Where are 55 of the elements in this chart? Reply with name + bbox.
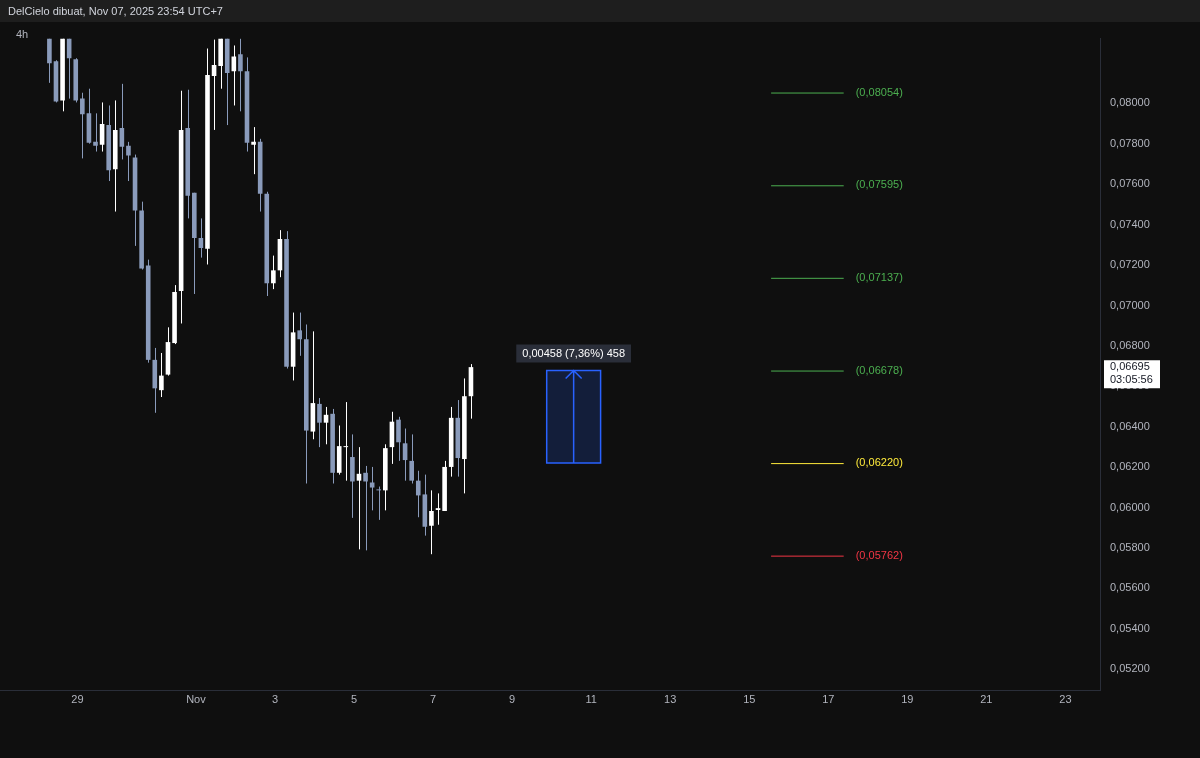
y-tick-label: 0,05800: [1110, 540, 1150, 553]
candlestick: [159, 352, 164, 398]
ref-line-label: (0,06220): [855, 456, 903, 469]
x-tick-label: 5: [350, 693, 358, 706]
y-tick-label: 0,07200: [1110, 258, 1150, 271]
candlestick: [297, 312, 303, 357]
candlestick: [369, 466, 375, 511]
candlestick: [126, 141, 131, 182]
candlestick: [409, 433, 414, 484]
candlestick: [435, 492, 441, 526]
x-tick-label: 13: [664, 693, 677, 706]
ref-line-label: (0,08054): [855, 85, 903, 98]
x-tick-label: 7: [430, 693, 437, 706]
y-tick-label: 0,07400: [1110, 217, 1150, 230]
candlestick: [251, 126, 256, 175]
ref-line-label: (0,05762): [855, 548, 903, 561]
candlestick: [317, 397, 322, 448]
ref-line-label: (0,07137): [855, 270, 903, 283]
candlestick: [396, 416, 401, 462]
x-tick-label: 17: [822, 693, 835, 706]
candlestick: [238, 38, 243, 112]
candlestick: [363, 465, 368, 551]
x-tick-label: Nov: [186, 693, 207, 706]
x-tick-label: 19: [901, 693, 914, 706]
y-tick-label: 0,06400: [1110, 419, 1150, 432]
x-tick-label: 3: [271, 693, 279, 706]
text: 0,06695: [1110, 360, 1150, 373]
y-tick-label: 0,08000: [1110, 96, 1150, 109]
y-tick-label: 0,07600: [1110, 177, 1150, 190]
y-tick-label: 0,06000: [1110, 500, 1150, 513]
x-tick-label: 23: [1059, 693, 1072, 706]
x-tick-label: 15: [743, 693, 756, 706]
x-tick-label: 9: [509, 693, 516, 706]
candlestick: [271, 255, 276, 290]
candlestick: [415, 470, 421, 518]
candlestick: [376, 486, 382, 521]
x-tick-label: 11: [585, 693, 597, 706]
y-tick-label: 0,07800: [1110, 136, 1150, 149]
candlestick: [80, 92, 85, 159]
x-tick-label: 29: [71, 693, 84, 706]
candlestick: [429, 489, 434, 555]
candlestick: [93, 112, 98, 153]
y-tick-label: 0,05600: [1110, 581, 1150, 594]
y-tick-label: 0,06800: [1110, 338, 1150, 351]
band-label: 0,00458 (7,36%) 458: [522, 346, 626, 359]
y-tick-label: 0,05400: [1110, 621, 1150, 634]
y-tick-label: 0,07000: [1110, 298, 1150, 311]
y-tick-label: 0,06200: [1110, 460, 1150, 473]
y-tick-label: 0,05200: [1110, 662, 1150, 675]
chart-subtitle: DelCielo dibuat, Nov 07, 2025 23:54 UTC+7: [0, 0, 1200, 22]
x-tick-label: 21: [980, 693, 993, 706]
text: 03:05:56: [1110, 373, 1153, 386]
ref-line-label: (0,06678): [855, 363, 903, 376]
ref-line-label: (0,07595): [855, 178, 903, 191]
chart-title: 4h: [14, 28, 31, 40]
